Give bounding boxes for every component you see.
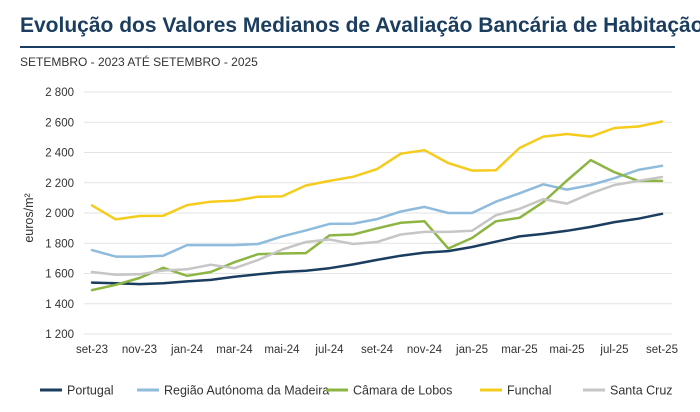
y-tick-label: 1 200	[45, 329, 74, 341]
x-tick-label: jan-25	[455, 344, 488, 356]
x-tick-label: jan-24	[170, 344, 204, 356]
y-tick-label: 2 600	[45, 117, 74, 129]
y-tick-label: 2 000	[45, 208, 74, 220]
series-line-4	[90, 175, 664, 276]
series-line-3	[90, 120, 664, 221]
x-tick-label: set-23	[76, 344, 108, 356]
x-tick-label: jul-25	[599, 344, 628, 356]
x-tick-label: nov-24	[407, 344, 443, 356]
legend: Portugal Região Autónoma da Madeira Câmara…	[40, 384, 673, 398]
y-tick-label: 1 600	[45, 269, 74, 281]
title-divider	[20, 46, 675, 48]
legend-item: Portugal	[40, 384, 114, 398]
series-line-0	[90, 212, 664, 286]
legend-label: Região Autónoma da Madeira	[164, 384, 329, 398]
y-tick-label: 2 800	[45, 87, 74, 99]
legend-item: Funchal	[480, 384, 551, 398]
legend-item: Região Autónoma da Madeira	[137, 384, 329, 398]
x-tick-label: mai-25	[549, 344, 584, 356]
y-tick-label: 1 400	[45, 299, 74, 311]
series-line-2	[90, 158, 664, 292]
x-tick-label: mar-25	[501, 344, 537, 356]
x-tick-label: nov-23	[122, 344, 157, 356]
x-tick-label: jul-24	[314, 344, 344, 356]
y-tick-label: 2 400	[45, 148, 74, 160]
legend-label: Funchal	[507, 384, 551, 398]
y-tick-label: 1 800	[45, 238, 74, 250]
legend-item: Câmara de Lobos	[326, 384, 452, 398]
x-tick-label: mai-24	[264, 344, 300, 356]
x-tick-label: set-24	[361, 344, 394, 356]
x-axis-ticks: set-23 nov-23 jan-24 mar-24 mai-24 jul-24 set-…	[76, 344, 678, 356]
legend-label: Portugal	[67, 384, 114, 398]
grid-lines	[84, 91, 672, 335]
legend-label: Câmara de Lobos	[353, 384, 452, 398]
series-lines	[90, 120, 664, 292]
y-axis-ticks: 1 200 1 400 1 600 1 800 2 000 2 200 2 400 2 600…	[45, 87, 74, 341]
chart-subtitle: SETEMBRO - 2023 ATÉ SETEMBRO - 2025	[20, 55, 258, 69]
chart-title: Evolução dos Valores Medianos de Avaliaç…	[20, 14, 700, 37]
y-axis-label: euros/m²	[22, 193, 36, 242]
y-tick-label: 2 200	[45, 178, 74, 190]
x-tick-label: mar-24	[216, 344, 253, 356]
legend-label: Santa Cruz	[610, 384, 673, 398]
legend-item: Santa Cruz	[583, 384, 673, 398]
x-tick-label: set-25	[646, 344, 678, 356]
series-line-1	[90, 164, 664, 258]
